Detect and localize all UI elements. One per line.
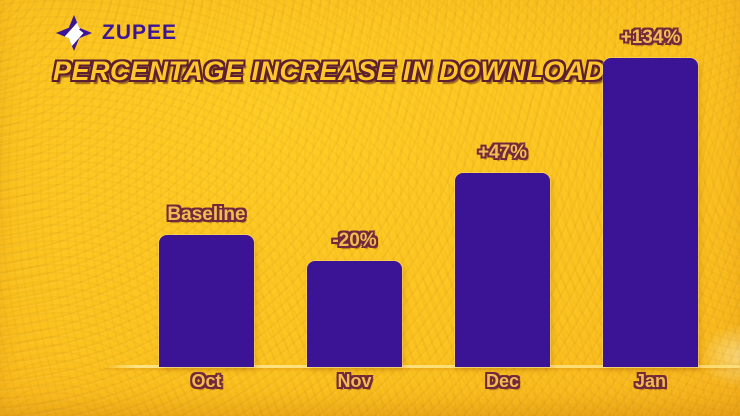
bar-group-jan: +134% Jan [603, 0, 698, 416]
brand-name: ZUPEE [102, 21, 178, 44]
bar-dec [455, 173, 550, 367]
bar-value-label: +134% [620, 27, 681, 48]
x-tick-label: Dec [485, 371, 520, 391]
x-tick-label: Oct [191, 371, 222, 391]
brand-logo: ZUPEE [55, 14, 177, 52]
bar-group-oct: Baseline Oct [159, 0, 254, 416]
x-tick-label: Nov [337, 371, 372, 391]
x-axis-line [104, 365, 740, 368]
chart-title: PERCENTAGE INCREASE IN DOWNLOAD [53, 56, 606, 86]
bar-value-label: -20% [332, 230, 377, 251]
x-tick-label: Jan [634, 371, 667, 391]
bar-oct [159, 235, 254, 367]
bar-nov [307, 261, 402, 367]
zupee-logo-icon [55, 14, 93, 52]
bar-value-label: +47% [477, 142, 528, 163]
bar-value-label: Baseline [167, 204, 246, 225]
bar-group-dec: +47% Dec [455, 0, 550, 416]
bar-jan [603, 58, 698, 367]
bar-group-nov: -20% Nov [307, 0, 402, 416]
